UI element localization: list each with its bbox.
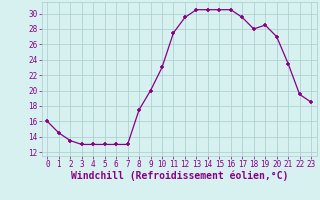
X-axis label: Windchill (Refroidissement éolien,°C): Windchill (Refroidissement éolien,°C) (70, 171, 288, 181)
